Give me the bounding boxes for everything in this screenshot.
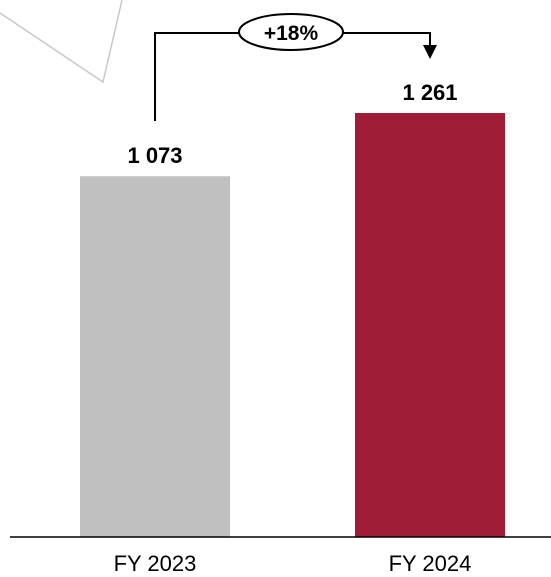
value-label: 1 073 [127,143,182,168]
x-tick-label: FY 2023 [114,551,197,576]
growth-annotation: +18% [154,13,437,121]
growth-label: +18% [264,22,319,45]
tick-labels-group: FY 2023 FY 2024 [114,551,472,576]
bar-fy-2024 [355,113,505,537]
x-tick-label: FY 2024 [389,551,472,576]
value-label: 1 261 [402,80,457,105]
growth-badge [238,13,344,51]
growth-connector-line [154,32,239,121]
bars-group [80,113,505,537]
bar-fy-2023 [80,176,230,537]
growth-arrowhead [423,45,437,59]
value-labels-group: 1 073 1 261 [127,80,457,168]
callout-outline [0,0,123,84]
growth-connector-line-right [343,32,431,46]
